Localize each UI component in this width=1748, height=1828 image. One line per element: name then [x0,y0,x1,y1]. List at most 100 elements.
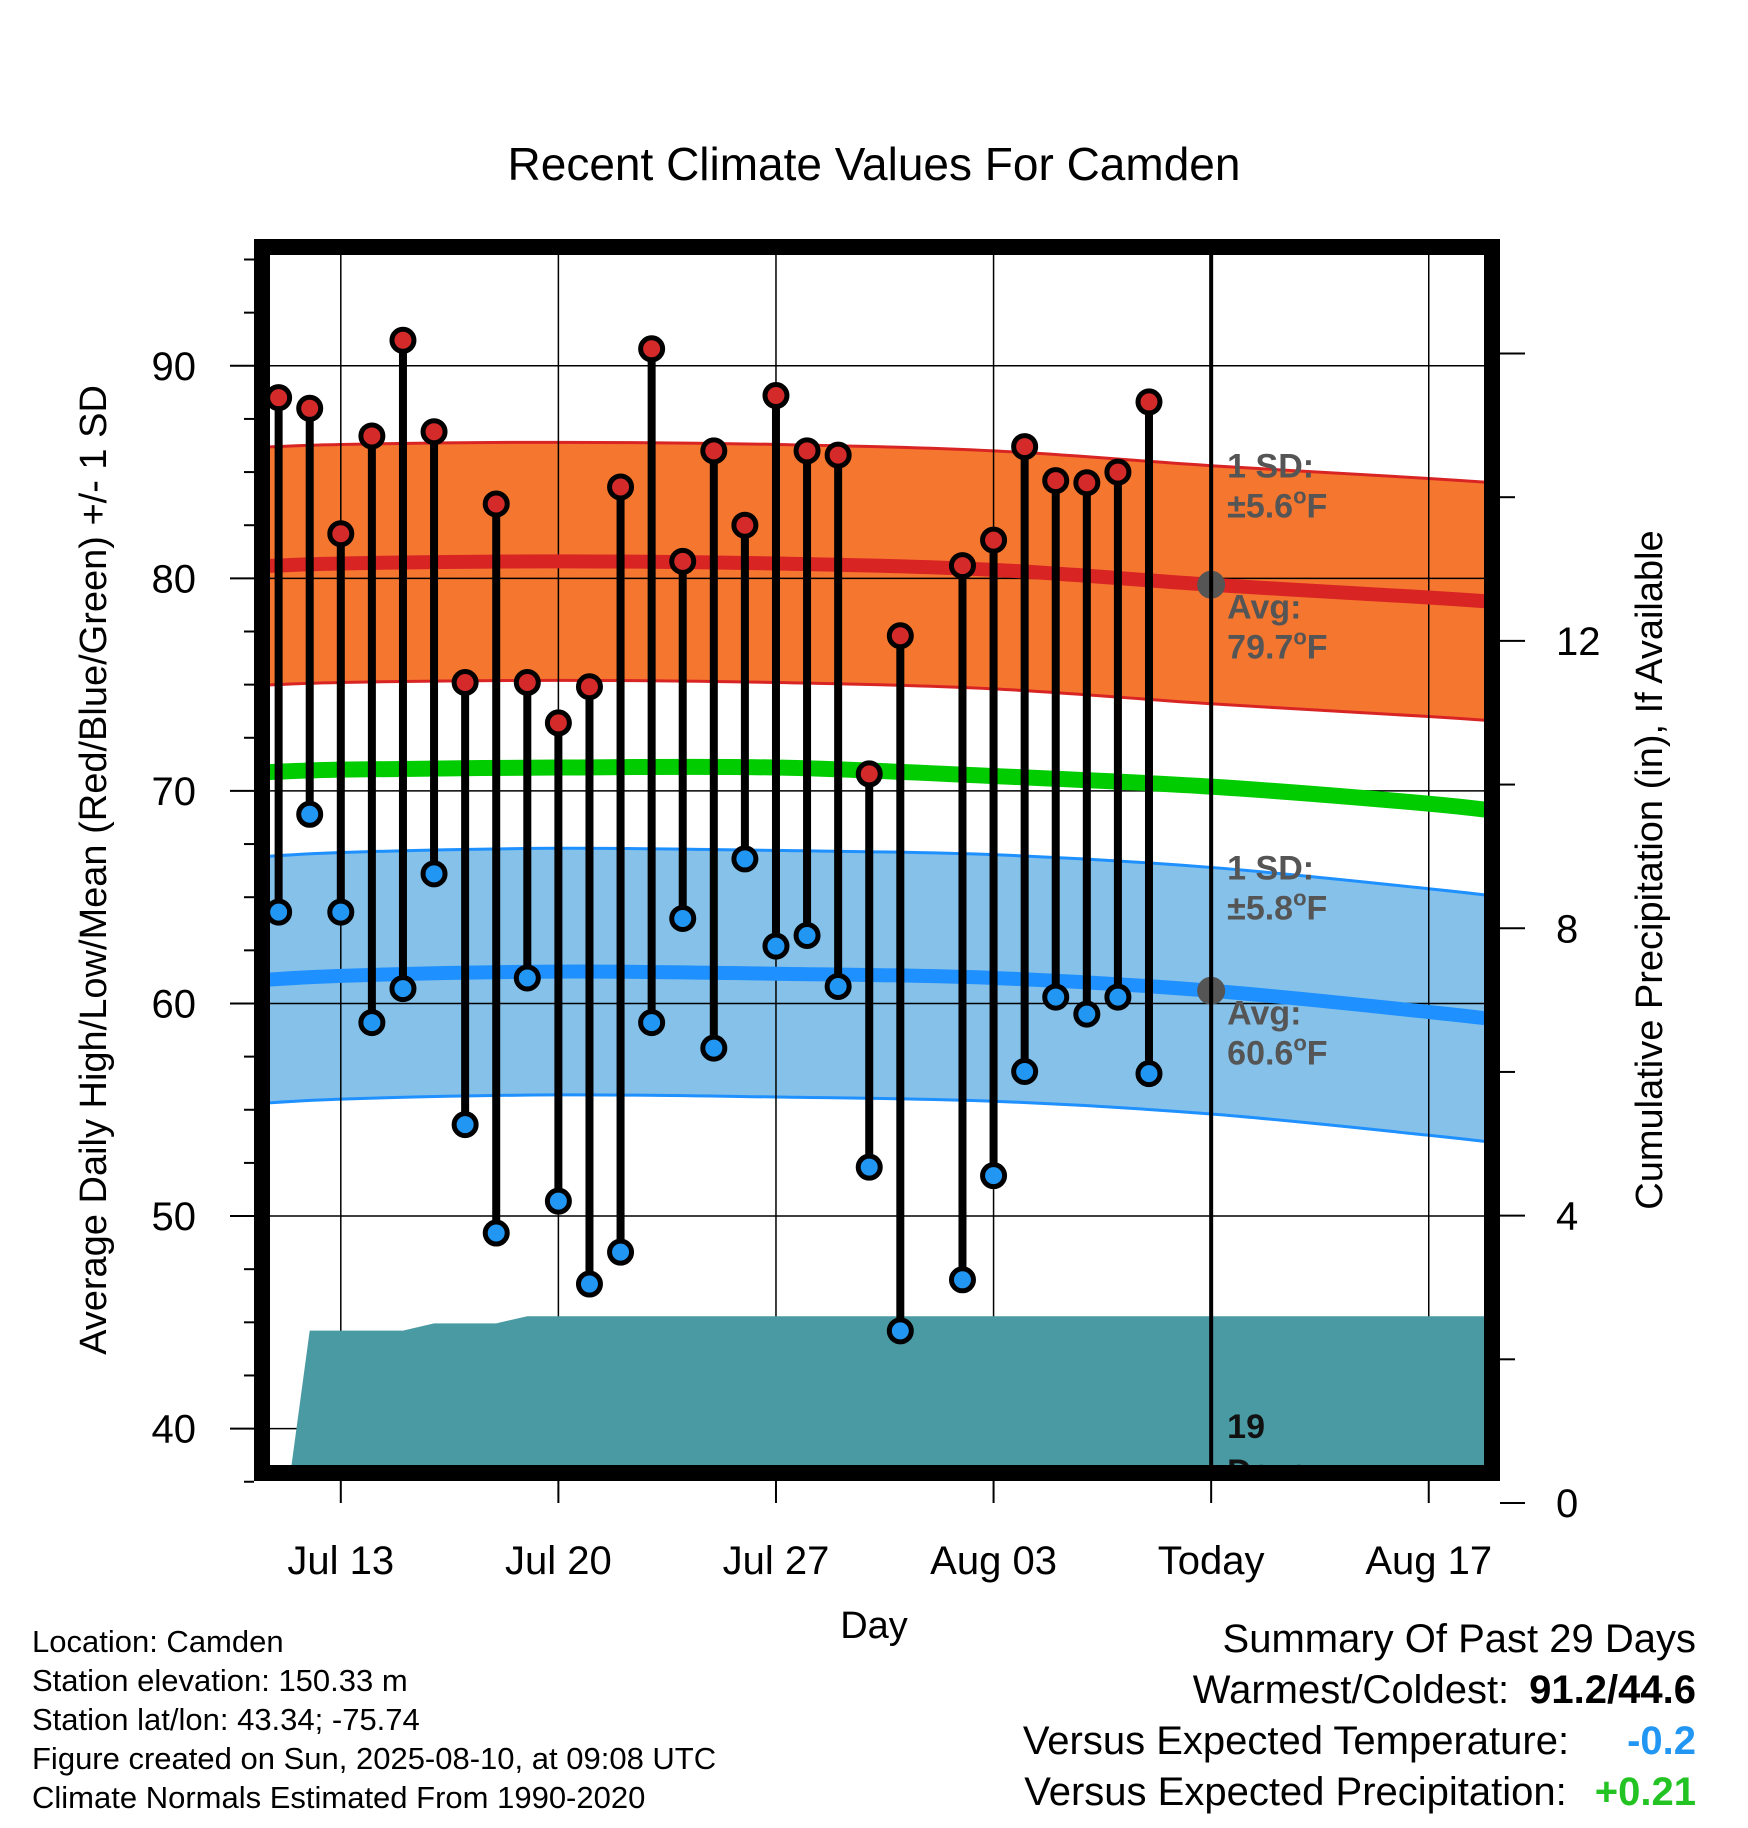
low-point [1135,1060,1163,1088]
warmest-coldest-value: 91.2/44.6 [1529,1668,1696,1712]
low-point [793,921,821,949]
low-point [1073,1000,1101,1028]
low-point [855,1153,883,1181]
high-point [886,622,914,650]
y2-tick-label: 4 [1556,1195,1578,1239]
y-tick-label: 90 [152,345,197,389]
warmest-coldest-row: Warmest/Coldest: 91.2/44.6 [1023,1665,1696,1716]
cumulative-precip-area [290,1316,1492,1473]
low-point [1042,983,1070,1011]
temperature-departure-row: Versus Expected Temperature: -0.2 [1023,1716,1696,1767]
high-point [793,437,821,465]
y2-tick-label: 0 [1556,1482,1578,1526]
high-point [700,437,728,465]
low-point [296,800,324,828]
high-point [855,760,883,788]
normals-text: Climate Normals Estimated From 1990-2020 [32,1780,646,1815]
high-point [824,441,852,469]
low-point [265,898,293,926]
y-tick-label: 60 [152,982,197,1026]
precipitation-departure-row: Versus Expected Precipitation: +0.21 [1023,1767,1696,1818]
low-point [980,1162,1008,1190]
days-count: 19 [1227,1408,1265,1446]
precipitation-departure-value: +0.21 [1594,1770,1696,1814]
low-point [1169,0,1191,11]
latlon-text: Station lat/lon: 43.34; -75.74 [32,1702,420,1737]
high-point [1169,0,1191,11]
y2-tick-label: 12 [1556,620,1601,664]
plot-frame [254,239,1500,1481]
low-point [700,1034,728,1062]
y2-tick-label: 8 [1556,907,1578,951]
x-tick-label: Jul 27 [723,1539,830,1583]
low-point [327,898,355,926]
y-tick-label: 80 [152,557,197,601]
low-normal-line [262,964,1492,1027]
high-point [638,335,666,363]
low-point [1104,983,1132,1011]
temperature-departure-value: -0.2 [1627,1719,1696,1763]
low-point [544,1187,572,1215]
x-tick-label: Jul 13 [287,1539,394,1583]
high-point [1011,433,1039,461]
high-avg-value: 79.7oF [1227,625,1327,667]
high-point [544,709,572,737]
low-point [575,1270,603,1298]
high-point [513,669,541,697]
y-tick-label: 50 [152,1195,197,1239]
high-avg-title: Avg: [1227,589,1301,627]
summary-panel: Summary Of Past 29 Days Warmest/Coldest:… [1023,1614,1696,1818]
low-point [948,1266,976,1294]
high-point [980,526,1008,554]
low-avg-title: Avg: [1227,995,1301,1033]
x-axis-label: Day [840,1605,908,1647]
chart-title: Recent Climate Values For Camden [508,138,1241,190]
precipitation-departure-label: Versus Expected Precipitation: [1024,1770,1567,1814]
high-point [669,547,697,575]
low-point [886,1317,914,1345]
y2-axis-label: Cumulative Precipitation (in), If Availa… [1629,530,1671,1209]
location-text: Location: Camden [32,1624,284,1659]
elevation-text: Station elevation: 150.33 m [32,1663,408,1698]
low-sd-band-lower-edge [262,1093,1492,1144]
low-point [389,975,417,1003]
warmest-coldest-label: Warmest/Coldest: [1192,1668,1510,1712]
low-point [513,964,541,992]
low-point [482,1219,510,1247]
x-tick-label: Today [1158,1539,1265,1583]
low-sd-band [262,848,1492,1143]
high-point [1042,467,1070,495]
high-point [1135,388,1163,416]
high-point [762,382,790,410]
high-point [731,511,759,539]
high-normal-line [262,554,1492,609]
x-tick-label: Jul 20 [505,1539,612,1583]
high-sd-value: ±5.6oF [1227,484,1327,526]
high-sd-band-lower-edge [262,678,1492,723]
x-tick-label: Aug 17 [1365,1539,1492,1583]
low-point [1011,1057,1039,1085]
high-point [575,673,603,701]
high-point [358,422,386,450]
low-point [824,972,852,1000]
low-sd-title: 1 SD: [1227,849,1314,887]
y-tick-label: 40 [152,1408,197,1452]
low-point [762,932,790,960]
high-point [1104,458,1132,486]
low-point [420,860,448,888]
high-point [420,418,448,446]
high-point [1073,469,1101,497]
low-point [638,1009,666,1037]
high-sd-title: 1 SD: [1227,448,1314,486]
low-point [451,1111,479,1139]
low-sd-band-upper-edge [262,846,1492,898]
high-sd-band [262,442,1492,721]
y-axis-label: Average Daily High/Low/Mean (Red/Blue/Gr… [73,385,115,1355]
high-point [607,473,635,501]
station-info: Location: Camden Station elevation: 150.… [32,1622,716,1817]
low-point [607,1238,635,1266]
high-point [482,490,510,518]
high-sd-band-upper-edge [262,440,1492,485]
low-avg-value: 60.6oF [1227,1031,1327,1073]
